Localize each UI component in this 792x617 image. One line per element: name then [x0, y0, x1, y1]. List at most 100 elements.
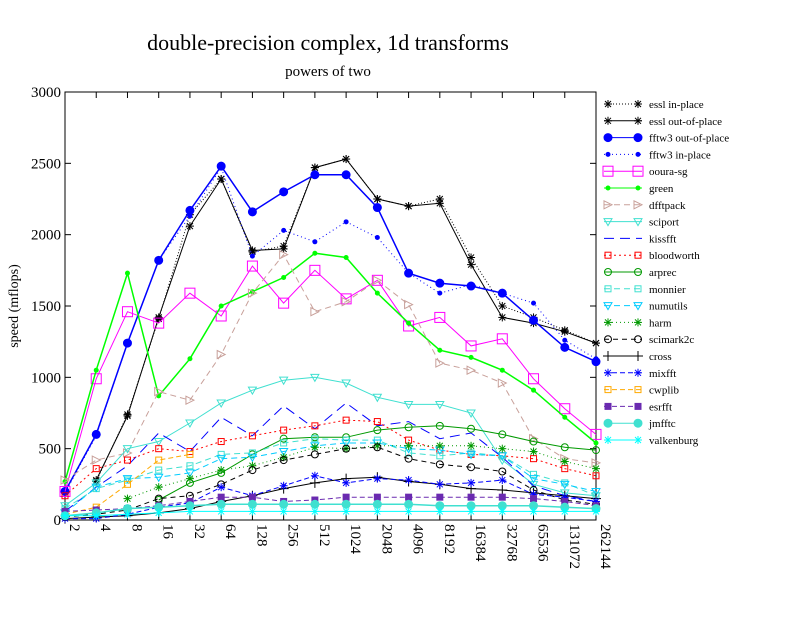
series-layer: [59, 155, 602, 524]
data-point: [592, 472, 600, 480]
data-point: [124, 340, 130, 346]
data-point: [497, 456, 508, 466]
data-point: [374, 235, 380, 241]
data-point: [604, 268, 612, 276]
series-line: [158, 425, 597, 501]
data-point: [404, 441, 413, 450]
legend-label: essl out-of-place: [649, 116, 722, 128]
legend-label: essl in-place: [649, 99, 704, 111]
data-point: [217, 493, 225, 501]
data-point: [405, 493, 413, 501]
legend-label: valkenburg: [649, 435, 699, 447]
data-point: [154, 508, 163, 517]
data-point: [603, 133, 613, 143]
data-point: [436, 452, 444, 460]
data-point: [310, 443, 319, 452]
legend-item: scimark2c: [604, 334, 694, 346]
data-point: [153, 473, 164, 483]
data-point: [91, 483, 102, 493]
data-point: [561, 465, 569, 473]
data-point: [529, 315, 539, 325]
series-mixfft: [61, 471, 600, 523]
x-tick-label: 16: [160, 524, 176, 540]
data-point: [593, 356, 599, 362]
data-point: [280, 426, 288, 434]
data-point: [310, 373, 320, 383]
data-point: [247, 386, 258, 396]
data-point: [435, 199, 444, 208]
data-point: [342, 478, 351, 487]
data-point: [343, 254, 349, 260]
data-point: [312, 239, 318, 245]
data-point: [279, 456, 288, 465]
data-point: [154, 313, 163, 322]
y-tick-label: 3000: [31, 85, 61, 101]
legend-label: arprec: [649, 267, 677, 279]
data-point: [154, 494, 163, 503]
data-point: [498, 313, 507, 322]
data-point: [466, 365, 477, 376]
series-ooura-sg: [59, 260, 602, 497]
data-point: [121, 306, 133, 318]
data-point: [468, 282, 474, 288]
data-point: [498, 302, 507, 310]
data-point: [633, 218, 643, 227]
legend-label: bloodworth: [649, 250, 700, 262]
data-point: [341, 499, 351, 509]
series-line: [95, 158, 597, 482]
data-point: [279, 244, 288, 253]
legend-label: ooura-sg: [649, 166, 688, 178]
data-point: [280, 439, 288, 447]
x-tick-label: 32768: [503, 524, 519, 562]
data-point: [465, 340, 477, 352]
data-point: [634, 436, 642, 444]
data-point: [92, 465, 100, 473]
legend: essl in-place essl out-of-place fftw3 out-…: [602, 99, 729, 447]
data-point: [593, 440, 599, 446]
data-point: [217, 466, 226, 475]
series-line: [64, 419, 597, 497]
x-tick-label: 1024: [347, 524, 363, 555]
data-point: [529, 437, 538, 446]
data-point: [373, 195, 382, 203]
data-point: [343, 219, 349, 225]
series-line: [64, 402, 597, 512]
data-point: [404, 499, 414, 509]
data-point: [467, 507, 476, 516]
legend-label: monnier: [649, 284, 686, 296]
data-point: [247, 453, 258, 463]
data-point: [91, 455, 102, 465]
data-point: [530, 495, 538, 503]
series-line: [64, 252, 597, 482]
x-tick-label: 128: [253, 524, 269, 547]
series-line: [64, 253, 597, 481]
data-point: [404, 202, 413, 211]
data-point: [373, 493, 381, 501]
data-point: [467, 253, 476, 262]
series-line: [95, 158, 597, 481]
data-point: [185, 395, 196, 405]
data-point: [530, 455, 538, 463]
data-point: [373, 507, 382, 516]
data-point: [467, 441, 476, 450]
data-point: [60, 502, 70, 511]
data-point: [279, 507, 288, 516]
data-point: [185, 507, 194, 516]
data-point: [373, 418, 381, 426]
data-point: [634, 268, 642, 276]
data-point: [603, 302, 613, 311]
y-tick-label: 1500: [31, 299, 61, 315]
data-point: [310, 507, 319, 516]
data-point: [468, 354, 474, 360]
series-fftw3-in-place: [62, 165, 599, 496]
data-point: [437, 347, 443, 353]
data-point: [123, 480, 131, 488]
series-line: [64, 453, 190, 515]
data-point: [435, 507, 444, 516]
chart-subtitle: powers of two: [285, 64, 371, 80]
legend-item: arprec: [604, 267, 677, 279]
series-line: [64, 503, 597, 517]
data-point: [605, 185, 611, 191]
data-point: [185, 474, 194, 483]
data-point: [435, 480, 444, 489]
